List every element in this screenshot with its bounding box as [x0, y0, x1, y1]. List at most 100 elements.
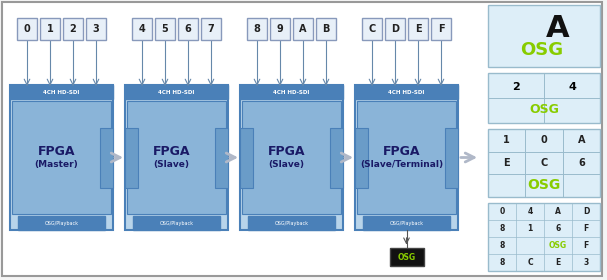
Bar: [390, 248, 424, 266]
Bar: [488, 73, 600, 123]
Bar: [40, 18, 60, 40]
Bar: [355, 85, 458, 99]
Bar: [63, 18, 83, 40]
Text: 2: 2: [512, 82, 520, 92]
Bar: [240, 127, 253, 188]
Text: 5: 5: [161, 24, 168, 34]
Text: 3: 3: [583, 258, 589, 267]
Bar: [363, 216, 450, 230]
Text: 8: 8: [500, 258, 504, 267]
Text: FPGA: FPGA: [383, 145, 420, 158]
Bar: [488, 5, 600, 67]
Text: 3: 3: [93, 24, 100, 34]
Text: 8: 8: [500, 241, 504, 250]
Bar: [100, 127, 113, 188]
Bar: [408, 18, 428, 40]
Text: OSG: OSG: [549, 241, 567, 250]
Bar: [445, 127, 458, 188]
Bar: [10, 85, 113, 99]
Text: 9: 9: [277, 24, 283, 34]
Bar: [12, 101, 111, 214]
Text: 1: 1: [503, 135, 510, 145]
Bar: [355, 85, 458, 230]
Text: B: B: [322, 24, 330, 34]
Text: 0: 0: [24, 24, 30, 34]
Text: E: E: [415, 24, 421, 34]
Text: 8: 8: [500, 224, 504, 233]
Text: 8: 8: [254, 24, 260, 34]
Text: C: C: [540, 158, 548, 168]
Bar: [155, 18, 175, 40]
Text: C: C: [527, 258, 533, 267]
Bar: [125, 85, 228, 99]
Text: OSG: OSG: [527, 178, 561, 192]
Bar: [125, 127, 138, 188]
Bar: [132, 18, 152, 40]
Text: 4CH HD-SDI: 4CH HD-SDI: [388, 90, 425, 95]
Text: A: A: [299, 24, 307, 34]
Bar: [18, 216, 105, 230]
Bar: [293, 18, 313, 40]
Bar: [248, 216, 335, 230]
Text: OSG/Playback: OSG/Playback: [160, 221, 194, 225]
Bar: [247, 18, 267, 40]
Bar: [17, 18, 37, 40]
Text: FPGA: FPGA: [38, 145, 75, 158]
Bar: [133, 216, 220, 230]
Bar: [431, 18, 451, 40]
Bar: [488, 129, 600, 197]
Text: OSG: OSG: [520, 41, 563, 59]
Text: A: A: [555, 207, 561, 216]
Text: OSG/Playback: OSG/Playback: [274, 221, 308, 225]
Text: OSG: OSG: [398, 253, 416, 262]
Text: OSG/Playback: OSG/Playback: [44, 221, 78, 225]
Text: A: A: [578, 135, 585, 145]
Text: D: D: [391, 24, 399, 34]
Text: F: F: [583, 224, 589, 233]
Text: FPGA: FPGA: [268, 145, 305, 158]
Text: 4: 4: [138, 24, 145, 34]
Text: (Slave): (Slave): [154, 160, 189, 169]
Text: 7: 7: [208, 24, 214, 34]
Bar: [125, 85, 228, 230]
Text: 1: 1: [47, 24, 53, 34]
Bar: [10, 85, 113, 230]
Bar: [242, 101, 341, 214]
Bar: [355, 127, 368, 188]
Text: 4CH HD-SDI: 4CH HD-SDI: [158, 90, 195, 95]
Text: OSG/Playback: OSG/Playback: [390, 221, 424, 225]
Text: (Slave/Terminal): (Slave/Terminal): [360, 160, 443, 169]
Text: E: E: [503, 158, 510, 168]
Text: 1: 1: [527, 224, 532, 233]
Text: (Master): (Master): [35, 160, 78, 169]
Text: 6: 6: [578, 158, 585, 168]
Text: OSG: OSG: [529, 103, 559, 116]
Text: (Slave): (Slave): [268, 160, 305, 169]
Text: A: A: [546, 14, 569, 43]
Bar: [330, 127, 343, 188]
Text: 2: 2: [70, 24, 76, 34]
Text: FPGA: FPGA: [153, 145, 190, 158]
Text: F: F: [583, 241, 589, 250]
Text: 6: 6: [555, 224, 561, 233]
Bar: [488, 203, 600, 271]
Text: 6: 6: [185, 24, 191, 34]
Bar: [178, 18, 198, 40]
Text: E: E: [555, 258, 561, 267]
Bar: [240, 85, 343, 230]
Text: D: D: [583, 207, 589, 216]
Text: 0: 0: [500, 207, 504, 216]
Bar: [215, 127, 228, 188]
Bar: [201, 18, 221, 40]
Bar: [127, 101, 226, 214]
Bar: [86, 18, 106, 40]
Bar: [385, 18, 405, 40]
Text: F: F: [438, 24, 444, 34]
Text: 4: 4: [527, 207, 532, 216]
Bar: [240, 85, 343, 99]
Text: 4CH HD-SDI: 4CH HD-SDI: [43, 90, 80, 95]
Text: 4: 4: [568, 82, 576, 92]
Text: C: C: [368, 24, 376, 34]
Text: 0: 0: [541, 135, 548, 145]
Bar: [357, 101, 456, 214]
